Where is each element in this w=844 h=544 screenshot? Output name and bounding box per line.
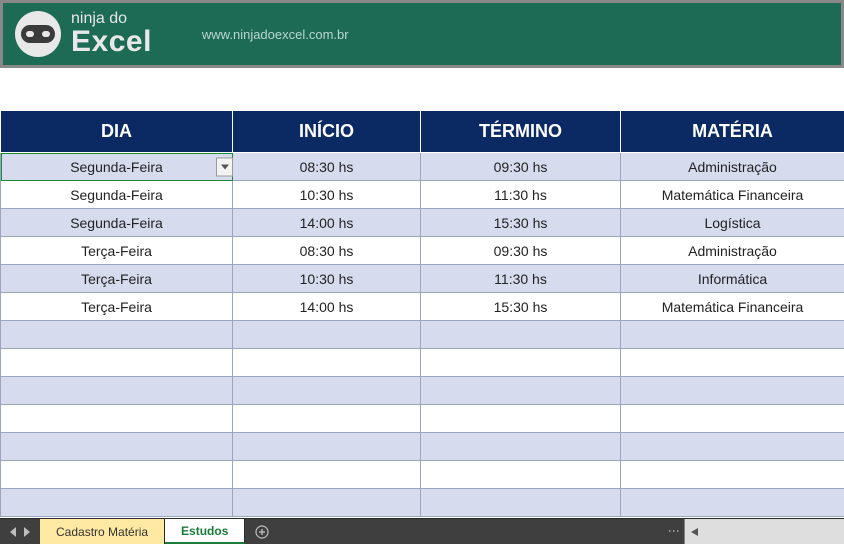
col-termino[interactable]: TÉRMINO [421,111,621,153]
cell-empty[interactable] [1,433,233,461]
cell-empty[interactable] [621,349,844,377]
table-row[interactable]: Terça-Feira08:30 hs09:30 hsAdministração [1,237,844,265]
cell-empty[interactable] [233,349,421,377]
cell-empty[interactable] [421,321,621,349]
cell-empty[interactable] [621,433,844,461]
cell-termino[interactable]: 15:30 hs [421,209,621,237]
cell-empty[interactable] [421,489,621,517]
cell-empty[interactable] [1,377,233,405]
table-row[interactable]: Terça-Feira14:00 hs15:30 hsMatemática Fi… [1,293,844,321]
table-row[interactable] [1,377,844,405]
table-row[interactable] [1,461,844,489]
cell-inicio[interactable]: 14:00 hs [233,209,421,237]
cell-dia[interactable]: Terça-Feira [1,237,233,265]
cell-empty[interactable] [621,377,844,405]
sheet-tabs: Cadastro MatériaEstudos [40,519,245,544]
cell-empty[interactable] [621,405,844,433]
cell-materia[interactable]: Informática [621,265,844,293]
plus-icon [255,525,269,539]
table-header-row: DIA INÍCIO TÉRMINO MATÉRIA [1,111,844,153]
table-row[interactable] [1,489,844,517]
table-row[interactable] [1,349,844,377]
cell-empty[interactable] [233,461,421,489]
cell-empty[interactable] [1,461,233,489]
add-sheet-button[interactable] [245,519,279,544]
cell-empty[interactable] [1,489,233,517]
col-dia[interactable]: DIA [1,111,233,153]
table-row[interactable]: Segunda-Feira10:30 hs11:30 hsMatemática … [1,181,844,209]
brand-banner: ninja do Excel www.ninjadoexcel.com.br [0,0,844,68]
table-row[interactable]: Segunda-Feira14:00 hs15:30 hsLogística [1,209,844,237]
cell-materia[interactable]: Matemática Financeira [621,181,844,209]
scroll-left-icon[interactable] [685,519,703,544]
cell-materia[interactable]: Logística [621,209,844,237]
col-materia[interactable]: MATÉRIA [621,111,844,153]
cell-empty[interactable] [233,405,421,433]
cell-materia[interactable]: Matemática Financeira [621,293,844,321]
cell-empty[interactable] [233,433,421,461]
cell-dia[interactable]: Terça-Feira [1,265,233,293]
cell-empty[interactable] [1,321,233,349]
cell-empty[interactable] [1,405,233,433]
chevron-down-icon [221,164,229,169]
brand-big: Excel [71,27,152,57]
cell-inicio[interactable]: 08:30 hs [233,153,421,181]
tab-nav[interactable] [0,519,40,544]
cell-empty[interactable] [421,433,621,461]
table-row[interactable]: Segunda-Feira08:30 hs09:30 hsAdministraç… [1,153,844,181]
brand-logo [15,11,61,57]
cell-termino[interactable]: 09:30 hs [421,237,621,265]
cell-empty[interactable] [421,349,621,377]
cell-empty[interactable] [621,489,844,517]
cell-dia[interactable]: Terça-Feira [1,293,233,321]
cell-materia[interactable]: Administração [621,237,844,265]
cell-empty[interactable] [421,461,621,489]
tab-next-icon[interactable] [24,527,30,537]
cell-inicio[interactable]: 14:00 hs [233,293,421,321]
cell-empty[interactable] [421,377,621,405]
cell-dia[interactable]: Segunda-Feira [1,181,233,209]
tab-prev-icon[interactable] [10,527,16,537]
cell-dia[interactable]: Segunda-Feira [1,153,233,181]
cell-inicio[interactable]: 10:30 hs [233,181,421,209]
cell-empty[interactable] [233,489,421,517]
table-row[interactable] [1,433,844,461]
table-row[interactable] [1,405,844,433]
horizontal-scrollbar[interactable] [684,519,844,544]
cell-empty[interactable] [621,461,844,489]
dropdown-handle[interactable] [216,157,233,176]
sheet-footer: Cadastro MatériaEstudos ⋮ [0,518,844,544]
sheet-tab[interactable]: Cadastro Matéria [40,519,165,544]
brand-text: ninja do Excel [71,11,152,57]
cell-dia[interactable]: Segunda-Feira [1,209,233,237]
table-row[interactable] [1,321,844,349]
sheet-tab[interactable]: Estudos [165,519,245,544]
cell-empty[interactable] [421,405,621,433]
col-inicio[interactable]: INÍCIO [233,111,421,153]
cell-termino[interactable]: 11:30 hs [421,181,621,209]
cell-empty[interactable] [621,321,844,349]
cell-termino[interactable]: 11:30 hs [421,265,621,293]
cell-inicio[interactable]: 08:30 hs [233,237,421,265]
ninja-icon [21,25,55,43]
cell-termino[interactable]: 15:30 hs [421,293,621,321]
cell-empty[interactable] [233,377,421,405]
cell-inicio[interactable]: 10:30 hs [233,265,421,293]
cell-termino[interactable]: 09:30 hs [421,153,621,181]
brand-url: www.ninjadoexcel.com.br [202,27,349,42]
cell-materia[interactable]: Administração [621,153,844,181]
tab-menu-icon[interactable]: ⋮ [664,519,684,544]
cell-empty[interactable] [233,321,421,349]
cell-empty[interactable] [1,349,233,377]
schedule-table: DIA INÍCIO TÉRMINO MATÉRIA Segunda-Feira… [0,110,844,517]
table-row[interactable]: Terça-Feira10:30 hs11:30 hsInformática [1,265,844,293]
